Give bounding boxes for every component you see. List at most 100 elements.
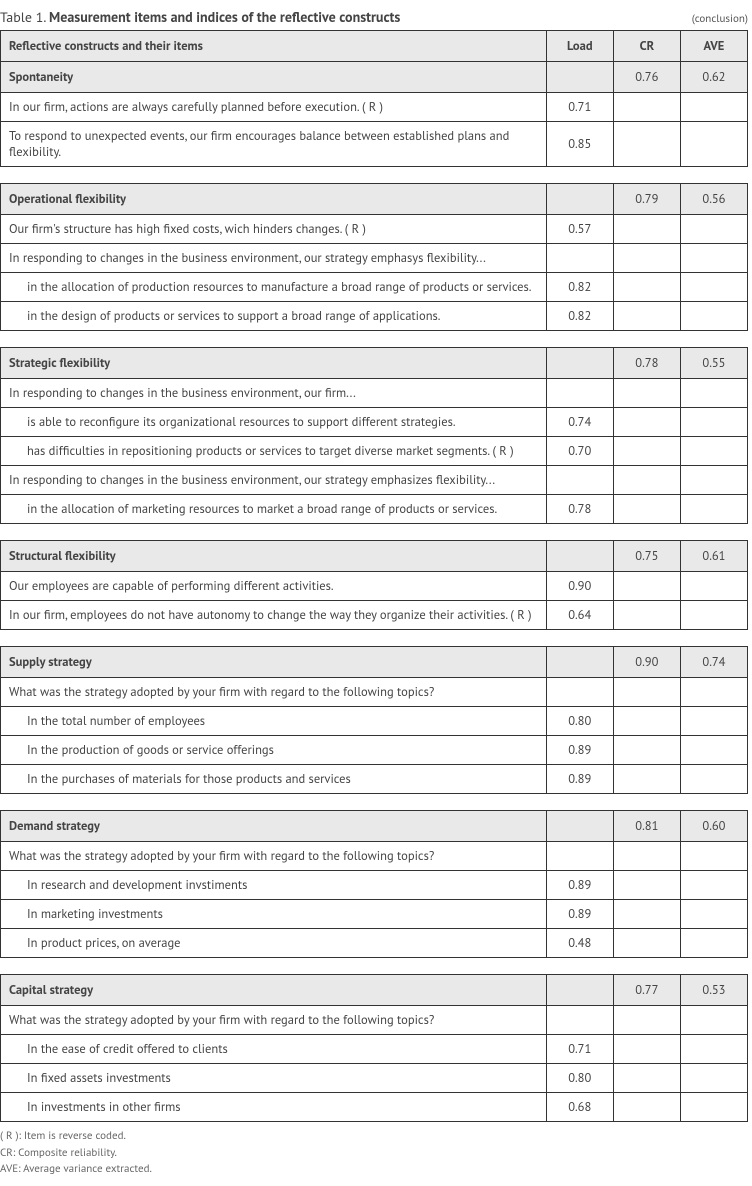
- item-load: [546, 244, 613, 273]
- construct-row: Spontaneity0.760.62: [1, 62, 748, 93]
- item-row: Our firm's structure has high fixed cost…: [1, 215, 748, 244]
- construct-row: Strategic flexibility 0.780.55: [1, 348, 748, 379]
- item-row: In fixed assets investments0.80: [1, 1064, 748, 1093]
- footnotes: ( R ): Item is reverse coded. CR: Compos…: [0, 1128, 748, 1178]
- item-cr: [613, 842, 680, 871]
- item-ave: [680, 736, 747, 765]
- item-text: in the allocation of production resource…: [1, 273, 547, 302]
- construct-name: Demand strategy: [1, 811, 547, 842]
- item-text: In marketing investments: [1, 900, 547, 929]
- item-cr: [613, 707, 680, 736]
- item-ave: [680, 408, 747, 437]
- item-row: In research and development invstiments0…: [1, 871, 748, 900]
- item-ave: [680, 93, 747, 122]
- item-ave: [680, 678, 747, 707]
- construct-name: Strategic flexibility: [1, 348, 547, 379]
- item-text: What was the strategy adopted by your fi…: [1, 1006, 547, 1035]
- item-text: in the design of products or services to…: [1, 302, 547, 331]
- item-row: In responding to changes in the business…: [1, 379, 748, 408]
- construct-load: [546, 184, 613, 215]
- construct-ave: 0.55: [680, 348, 747, 379]
- item-load: 0.57: [546, 215, 613, 244]
- construct-load: [546, 975, 613, 1006]
- item-row: in the allocation of production resource…: [1, 273, 748, 302]
- footnote: ( R ): Item is reverse coded.: [0, 1128, 748, 1145]
- item-load: [546, 1006, 613, 1035]
- construct-cr: 0.90: [613, 647, 680, 678]
- item-load: 0.90: [546, 572, 613, 601]
- section-spacer: [1, 167, 748, 184]
- construct-load: [546, 811, 613, 842]
- section-spacer: [1, 794, 748, 811]
- item-cr: [613, 678, 680, 707]
- item-text: is able to reconfigure its organizationa…: [1, 408, 547, 437]
- item-cr: [613, 466, 680, 495]
- construct-cr: 0.78: [613, 348, 680, 379]
- item-ave: [680, 707, 747, 736]
- item-ave: [680, 601, 747, 630]
- col-load: Load: [546, 31, 613, 62]
- item-row: in the allocation of marketing resources…: [1, 495, 748, 524]
- item-ave: [680, 302, 747, 331]
- item-load: 0.70: [546, 437, 613, 466]
- item-row: In the production of goods or service of…: [1, 736, 748, 765]
- item-cr: [613, 122, 680, 167]
- item-text: In responding to changes in the business…: [1, 244, 547, 273]
- item-row: What was the strategy adopted by your fi…: [1, 842, 748, 871]
- item-row: has difficulties in repositioning produc…: [1, 437, 748, 466]
- item-load: 0.85: [546, 122, 613, 167]
- item-load: 0.78: [546, 495, 613, 524]
- construct-load: [546, 62, 613, 93]
- construct-ave: 0.53: [680, 975, 747, 1006]
- measurement-table: Reflective constructs and their items Lo…: [0, 30, 748, 1122]
- item-cr: [613, 572, 680, 601]
- construct-ave: 0.62: [680, 62, 747, 93]
- item-ave: [680, 1093, 747, 1122]
- item-ave: [680, 1006, 747, 1035]
- item-ave: [680, 842, 747, 871]
- item-ave: [680, 871, 747, 900]
- item-cr: [613, 1064, 680, 1093]
- item-row: In responding to changes in the business…: [1, 244, 748, 273]
- item-ave: [680, 1035, 747, 1064]
- item-cr: [613, 273, 680, 302]
- item-load: 0.89: [546, 736, 613, 765]
- item-ave: [680, 900, 747, 929]
- item-text: In responding to changes in the business…: [1, 466, 547, 495]
- item-text: In responding to changes in the business…: [1, 379, 547, 408]
- construct-name: Structural flexibility: [1, 541, 547, 572]
- construct-ave: 0.74: [680, 647, 747, 678]
- table-header-row: Reflective constructs and their items Lo…: [1, 31, 748, 62]
- construct-load: [546, 348, 613, 379]
- item-row: In the total number of employees0.80: [1, 707, 748, 736]
- item-cr: [613, 437, 680, 466]
- table-caption: Table 1. Measurement items and indices o…: [0, 8, 400, 26]
- section-spacer: [1, 331, 748, 348]
- item-ave: [680, 379, 747, 408]
- item-row: In our firm, actions are always carefull…: [1, 93, 748, 122]
- item-load: 0.80: [546, 1064, 613, 1093]
- item-ave: [680, 244, 747, 273]
- item-row: Our employees are capable of performing …: [1, 572, 748, 601]
- item-load: [546, 678, 613, 707]
- item-text: In our firm, employees do not have auton…: [1, 601, 547, 630]
- construct-ave: 0.60: [680, 811, 747, 842]
- item-load: 0.71: [546, 1035, 613, 1064]
- construct-load: [546, 541, 613, 572]
- item-cr: [613, 244, 680, 273]
- col-items: Reflective constructs and their items: [1, 31, 547, 62]
- item-load: 0.68: [546, 1093, 613, 1122]
- item-text: In fixed assets investments: [1, 1064, 547, 1093]
- item-text: In the total number of employees: [1, 707, 547, 736]
- item-text: Our firm's structure has high fixed cost…: [1, 215, 547, 244]
- construct-row: Operational flexibility0.790.56: [1, 184, 748, 215]
- item-text: In the purchases of materials for those …: [1, 765, 547, 794]
- item-cr: [613, 1093, 680, 1122]
- item-row: In investments in other firms0.68: [1, 1093, 748, 1122]
- item-ave: [680, 273, 747, 302]
- item-cr: [613, 929, 680, 958]
- item-load: 0.74: [546, 408, 613, 437]
- item-cr: [613, 215, 680, 244]
- item-cr: [613, 871, 680, 900]
- item-load: 0.89: [546, 765, 613, 794]
